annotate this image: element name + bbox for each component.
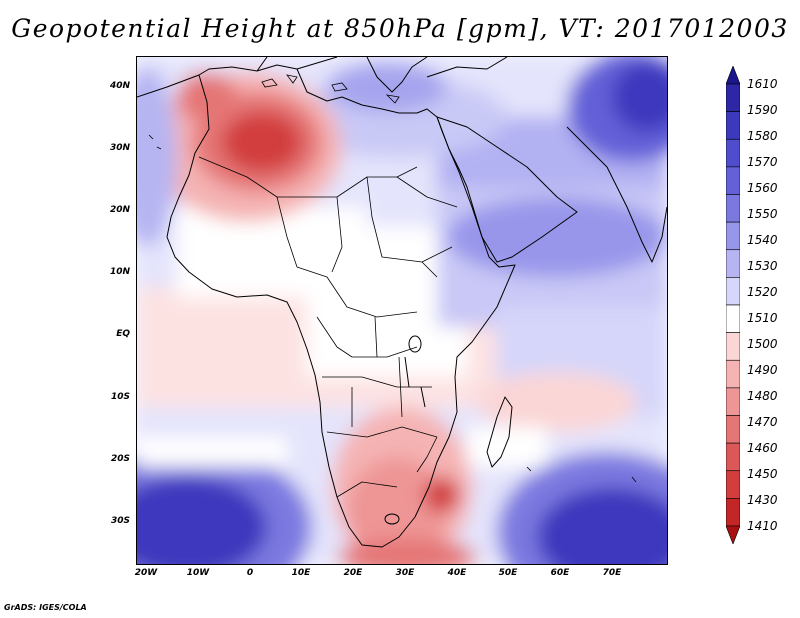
lat-label-30n: 30N [109, 143, 130, 153]
lat-label-eq: EQ [116, 329, 130, 339]
colorbar-swatch [726, 470, 740, 499]
colorbar-label: 1540 [747, 233, 778, 247]
africa-coast [166, 64, 516, 548]
colorbar-label: 1470 [747, 415, 778, 429]
europe-coast [137, 57, 508, 98]
colorbar-swatches [726, 66, 740, 544]
madagascar-coast [486, 396, 513, 468]
colorbar-swatch [726, 249, 740, 278]
colorbar-swatch [726, 166, 740, 195]
colorbar-swatch [726, 221, 740, 251]
coastlines [137, 57, 667, 548]
country-borders [198, 156, 458, 498]
lat-label-20n: 20N [109, 205, 130, 215]
map-title: Geopotential Height at 850hPa [gpm], VT:… [11, 14, 789, 43]
lon-label-0: 0 [246, 568, 254, 578]
colorbar-swatch [726, 194, 740, 223]
colorbar-swatch [726, 415, 740, 444]
lake-victoria [408, 335, 422, 353]
colorbar-label: 1530 [747, 259, 778, 273]
colorbar-label: 1560 [747, 181, 778, 195]
lat-label-40n: 40N [109, 81, 130, 91]
lat-label-10n: 10N [109, 267, 130, 277]
lon-label-10e: 10E [291, 568, 311, 578]
islands [148, 74, 637, 483]
colorbar-swatch [726, 442, 740, 472]
lon-label-40e: 40E [447, 568, 467, 578]
colorbar-swatch [726, 138, 740, 168]
colorbar-swatch [726, 359, 740, 389]
height-field [137, 57, 667, 564]
lon-label-20e: 20E [343, 568, 363, 578]
lat-label-10s: 10S [110, 392, 130, 402]
colorbar-label: 1480 [747, 389, 778, 403]
colorbar-label: 1610 [747, 77, 778, 91]
colorbar-label: 1410 [747, 519, 778, 533]
lon-label-20w: 20W [134, 568, 158, 578]
colorbar-swatch [726, 304, 740, 333]
lon-label-30e: 30E [395, 568, 415, 578]
colorbar-swatch [726, 111, 740, 140]
lon-label-50e: 50E [498, 568, 518, 578]
rift-lakes [404, 356, 426, 408]
colorbar-label: 1450 [747, 467, 778, 481]
colorbar-swatch [726, 525, 740, 544]
grads-credit: GrADS: IGES/COLA [4, 603, 87, 612]
colorbar-label: 1580 [747, 129, 778, 143]
india-coast [566, 126, 667, 263]
lat-label-20s: 20S [110, 454, 130, 464]
colorbar [726, 66, 740, 544]
lon-label-10w: 10W [186, 568, 210, 578]
colorbar-swatch [726, 498, 740, 527]
lat-label-30s: 30S [110, 516, 130, 526]
colorbar-swatch [726, 387, 740, 416]
colorbar-label: 1460 [747, 441, 778, 455]
colorbar-label: 1520 [747, 285, 778, 299]
colorbar-label: 1490 [747, 363, 778, 377]
colorbar-swatch [726, 277, 740, 306]
colorbar-label: 1510 [747, 311, 778, 325]
lon-label-60e: 60E [550, 568, 570, 578]
lon-label-70e: 70E [602, 568, 622, 578]
arabia-coast [436, 116, 578, 263]
colorbar-label: 1500 [747, 337, 778, 351]
colorbar-label: 1590 [747, 103, 778, 117]
colorbar-label: 1570 [747, 155, 778, 169]
map-canvas [137, 57, 667, 564]
colorbar-label: 1430 [747, 493, 778, 507]
colorbar-label: 1550 [747, 207, 778, 221]
lesotho [384, 513, 400, 525]
map-panel [136, 56, 668, 565]
colorbar-swatch [726, 332, 740, 361]
colorbar-swatch [726, 83, 740, 112]
colorbar-swatch [726, 66, 740, 85]
